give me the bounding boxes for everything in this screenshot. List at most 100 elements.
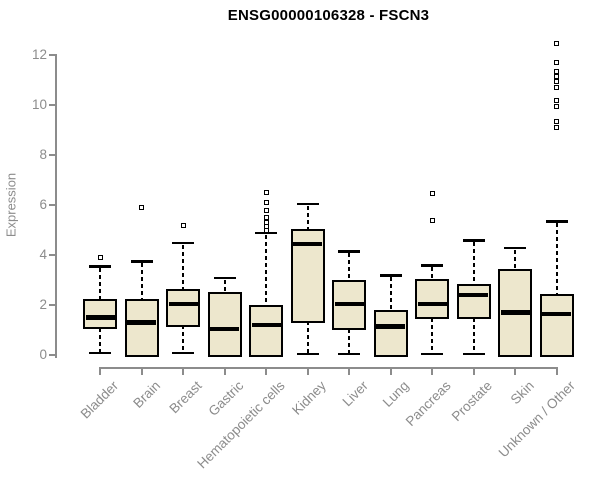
y-axis-tick <box>49 254 55 256</box>
outlier-point <box>554 118 559 124</box>
outlier-point <box>263 200 269 205</box>
x-axis-tick <box>265 369 267 375</box>
upper-whisker <box>140 263 143 300</box>
x-axis-tick <box>431 369 433 375</box>
lower-whisker <box>431 317 433 353</box>
upper-whisker <box>182 244 184 290</box>
x-tick-label: Liver <box>339 378 371 410</box>
box-iqr <box>124 299 159 357</box>
median-line <box>293 241 322 246</box>
upper-whisker-cap <box>130 260 153 263</box>
upper-whisker <box>555 223 558 295</box>
outlier-point <box>554 60 559 65</box>
outlier-point <box>263 190 269 195</box>
x-axis-tick <box>182 369 184 375</box>
x-tick-label: Bladder <box>78 378 122 422</box>
upper-whisker <box>265 234 267 307</box>
upper-whisker <box>348 253 350 282</box>
x-tick-label: Lung <box>380 378 413 410</box>
y-tick-label: 12 <box>31 47 47 62</box>
box-iqr <box>166 289 200 327</box>
y-tick-label: 10 <box>31 97 47 112</box>
outlier-point <box>429 191 435 197</box>
lower-whisker <box>348 328 350 353</box>
upper-whisker-cap <box>255 231 277 234</box>
lower-whisker <box>306 321 309 353</box>
upper-whisker <box>99 268 101 300</box>
upper-whisker-cap <box>504 246 526 249</box>
y-tick-label: 6 <box>39 197 47 212</box>
median-line <box>85 315 115 320</box>
upper-whisker <box>223 279 226 293</box>
y-tick-label: 0 <box>39 347 47 362</box>
upper-whisker-cap <box>338 250 360 253</box>
y-axis-tick <box>49 54 55 56</box>
outlier-point <box>263 227 269 233</box>
upper-whisker <box>431 267 433 280</box>
upper-whisker <box>472 242 475 285</box>
upper-whisker <box>306 205 309 230</box>
outlier-point <box>554 125 559 130</box>
outlier-point <box>554 78 559 84</box>
median-line <box>210 326 239 331</box>
upper-whisker-cap <box>172 241 194 244</box>
outlier-point <box>554 97 559 103</box>
y-axis-tick <box>49 304 55 306</box>
median-line <box>542 311 571 316</box>
box-iqr <box>373 310 408 357</box>
lower-whisker-cap <box>338 352 360 356</box>
lower-whisker <box>99 327 101 352</box>
y-tick-label: 8 <box>39 147 47 162</box>
median-line <box>168 301 198 306</box>
upper-whisker-cap <box>462 239 485 242</box>
x-tick-label: Gastric <box>205 378 247 419</box>
upper-whisker-cap <box>545 220 568 223</box>
box-iqr <box>415 279 449 319</box>
box-iqr <box>539 294 574 357</box>
box-iqr <box>249 305 283 357</box>
upper-whisker-cap <box>296 202 319 206</box>
x-axis-tick <box>99 369 101 375</box>
lower-whisker <box>472 317 475 353</box>
median-line <box>376 324 405 329</box>
x-axis-tick <box>514 369 516 375</box>
x-axis-tick <box>306 369 309 375</box>
outlier-point <box>263 215 269 220</box>
box-iqr <box>456 284 491 319</box>
x-axis-tick <box>223 369 226 375</box>
outlier-point <box>97 255 103 260</box>
outlier-point <box>554 68 559 74</box>
x-axis-tick <box>472 369 475 375</box>
x-tick-label: Prostate <box>448 378 496 425</box>
x-axis-tick <box>555 369 558 375</box>
x-tick-label: Pancreas <box>402 378 454 429</box>
upper-whisker-cap <box>213 276 236 279</box>
outlier-point <box>554 41 559 47</box>
median-line <box>417 301 447 306</box>
x-tick-label: Skin <box>507 378 537 408</box>
median-line <box>334 301 364 306</box>
outlier-point <box>554 103 559 109</box>
outlier-point <box>180 222 186 228</box>
lower-whisker-cap <box>421 352 443 356</box>
x-tick-label: Brain <box>130 378 164 411</box>
y-axis-tick <box>49 354 55 356</box>
lower-whisker <box>182 325 184 352</box>
y-axis-tick <box>49 104 55 106</box>
lower-whisker-cap <box>89 351 111 354</box>
upper-whisker-cap <box>421 264 443 267</box>
upper-whisker <box>514 249 516 270</box>
median-line <box>459 292 488 298</box>
y-axis-line <box>55 54 57 358</box>
outlier-point <box>554 73 559 79</box>
x-axis-tick <box>389 369 392 375</box>
x-axis-tick <box>348 369 350 375</box>
x-tick-label: Unknown / Other <box>495 378 579 461</box>
upper-whisker <box>389 277 392 312</box>
box-iqr <box>83 299 117 329</box>
outlier-point <box>429 217 435 223</box>
median-line <box>251 322 281 328</box>
x-axis-line <box>99 367 558 369</box>
y-axis-tick <box>49 154 55 156</box>
median-line <box>127 320 156 325</box>
